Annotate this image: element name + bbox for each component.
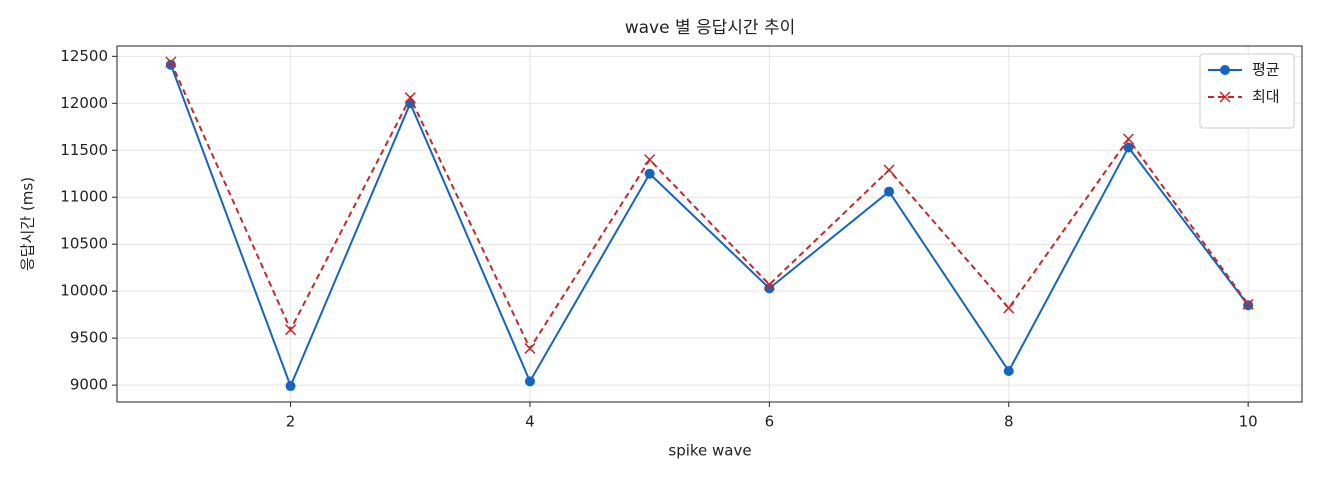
marker <box>524 376 535 387</box>
legend-box <box>1199 53 1295 129</box>
legend-marker <box>1219 91 1231 103</box>
x-axis-label: spike wave <box>668 442 751 460</box>
series-line <box>169 64 1249 389</box>
y-tick-label: 10000 <box>60 282 108 300</box>
marker <box>1242 298 1254 310</box>
marker <box>763 279 775 291</box>
legend-label: 최대 <box>1252 88 1280 106</box>
marker <box>285 381 296 392</box>
y-tick-label: 11500 <box>60 141 108 159</box>
marker <box>1003 302 1015 314</box>
marker <box>644 154 656 166</box>
marker <box>644 168 655 179</box>
x-tick-label: 4 <box>525 413 535 431</box>
y-tick-label: 9000 <box>70 376 108 394</box>
marker <box>524 342 536 354</box>
x-tick-label: 10 <box>1239 413 1258 431</box>
x-tick-label: 2 <box>286 413 296 431</box>
y-axis-label: 응답시간 (ms) <box>19 177 37 271</box>
y-tick-label: 11000 <box>60 188 108 206</box>
x-tick-label: 8 <box>1004 413 1014 431</box>
legend-label: 평균 <box>1252 61 1280 79</box>
marker <box>165 56 177 68</box>
y-tick-label: 12000 <box>60 94 108 112</box>
marker <box>1122 133 1134 145</box>
marker <box>1123 142 1134 153</box>
series-line <box>169 61 1249 351</box>
legend-marker <box>1220 65 1230 75</box>
marker <box>1003 366 1014 377</box>
plot-frame <box>116 45 1303 403</box>
marker <box>404 92 416 104</box>
y-tick-label: 9500 <box>70 329 108 347</box>
marker <box>285 324 297 336</box>
x-tick-label: 6 <box>765 413 775 431</box>
y-tick-label: 12500 <box>60 47 108 65</box>
y-tick-label: 10500 <box>60 235 108 253</box>
marker <box>883 164 895 176</box>
marker <box>884 186 895 197</box>
chart-title: wave 별 응답시간 추이 <box>625 18 796 38</box>
marker <box>764 283 775 294</box>
